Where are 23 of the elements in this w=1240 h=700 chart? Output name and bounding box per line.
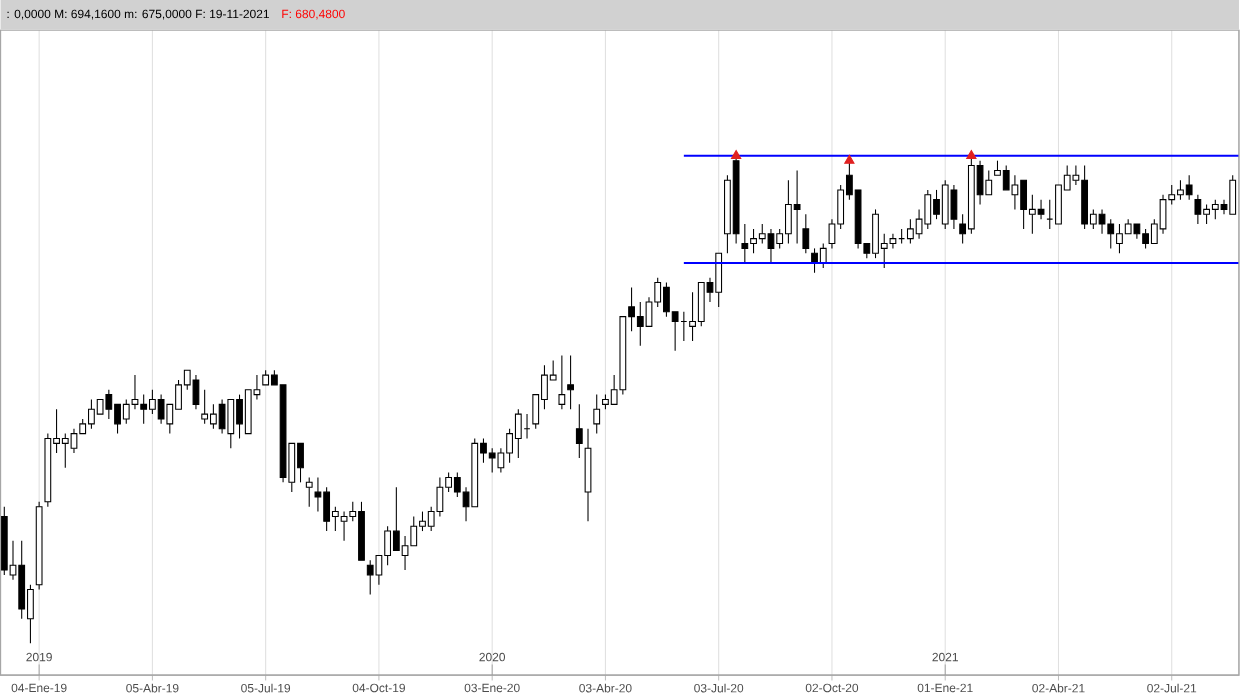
candlestick xyxy=(758,223,766,245)
candlestick xyxy=(1194,194,1202,225)
candlestick xyxy=(340,511,348,542)
candlestick xyxy=(567,355,574,411)
candlestick xyxy=(558,355,566,411)
candlestick xyxy=(950,184,958,230)
candlestick xyxy=(218,399,226,435)
candlestick xyxy=(1011,175,1019,211)
candlestick xyxy=(889,233,897,250)
candlestick xyxy=(767,228,775,264)
candlestick xyxy=(70,428,78,455)
candlestick xyxy=(366,560,374,596)
candlestick xyxy=(157,394,165,425)
candlestick xyxy=(1185,175,1193,201)
candlestick xyxy=(1098,209,1106,235)
candlestick xyxy=(793,170,801,245)
candlestick xyxy=(305,477,313,508)
candlestick xyxy=(584,428,592,523)
candlestick xyxy=(1037,199,1045,221)
candlestick xyxy=(192,375,200,411)
candlestick xyxy=(514,409,522,459)
candlestick xyxy=(105,389,113,420)
candlestick xyxy=(35,501,43,591)
